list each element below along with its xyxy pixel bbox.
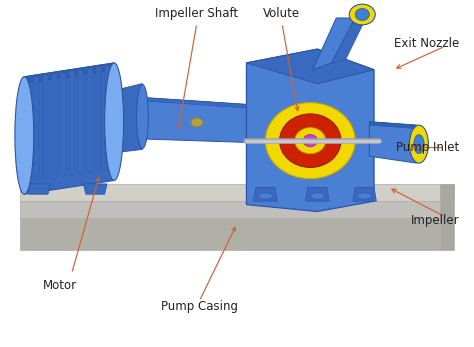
Polygon shape (331, 11, 369, 63)
Ellipse shape (105, 63, 124, 180)
Text: Exit Nozzle: Exit Nozzle (394, 37, 459, 50)
Polygon shape (369, 122, 417, 129)
Ellipse shape (191, 118, 203, 127)
Polygon shape (52, 74, 57, 178)
Polygon shape (43, 75, 48, 179)
Text: Pump Inlet: Pump Inlet (396, 141, 459, 154)
Polygon shape (246, 49, 374, 84)
Ellipse shape (357, 193, 372, 199)
Polygon shape (440, 184, 455, 249)
Ellipse shape (303, 135, 318, 147)
Text: Impeller: Impeller (410, 214, 459, 227)
Polygon shape (83, 184, 107, 194)
Polygon shape (27, 184, 50, 194)
Text: Impeller Shaft: Impeller Shaft (155, 7, 238, 20)
Polygon shape (19, 201, 440, 218)
Ellipse shape (258, 193, 273, 199)
Ellipse shape (137, 85, 148, 149)
Polygon shape (246, 49, 374, 212)
Polygon shape (19, 184, 455, 201)
Polygon shape (143, 98, 246, 142)
Polygon shape (143, 98, 246, 108)
Polygon shape (353, 187, 376, 201)
Ellipse shape (355, 8, 369, 20)
Text: Pump Casing: Pump Casing (161, 300, 237, 313)
Polygon shape (34, 77, 39, 180)
Polygon shape (369, 122, 417, 163)
Ellipse shape (310, 193, 324, 199)
Polygon shape (114, 84, 143, 153)
Ellipse shape (265, 103, 355, 179)
Text: Motor: Motor (43, 279, 77, 292)
Ellipse shape (15, 77, 34, 194)
Polygon shape (19, 218, 440, 249)
Polygon shape (313, 18, 355, 70)
Polygon shape (24, 63, 114, 194)
Polygon shape (69, 71, 75, 175)
Polygon shape (96, 67, 101, 171)
Ellipse shape (349, 4, 375, 25)
Ellipse shape (410, 125, 428, 163)
Polygon shape (78, 70, 84, 174)
Ellipse shape (414, 135, 424, 154)
Polygon shape (24, 63, 114, 84)
Ellipse shape (280, 114, 341, 168)
Polygon shape (60, 73, 66, 176)
Ellipse shape (295, 128, 326, 154)
Polygon shape (87, 68, 92, 172)
Polygon shape (105, 66, 110, 169)
Text: Volute: Volute (264, 7, 301, 20)
Polygon shape (254, 187, 277, 201)
Polygon shape (306, 187, 329, 201)
